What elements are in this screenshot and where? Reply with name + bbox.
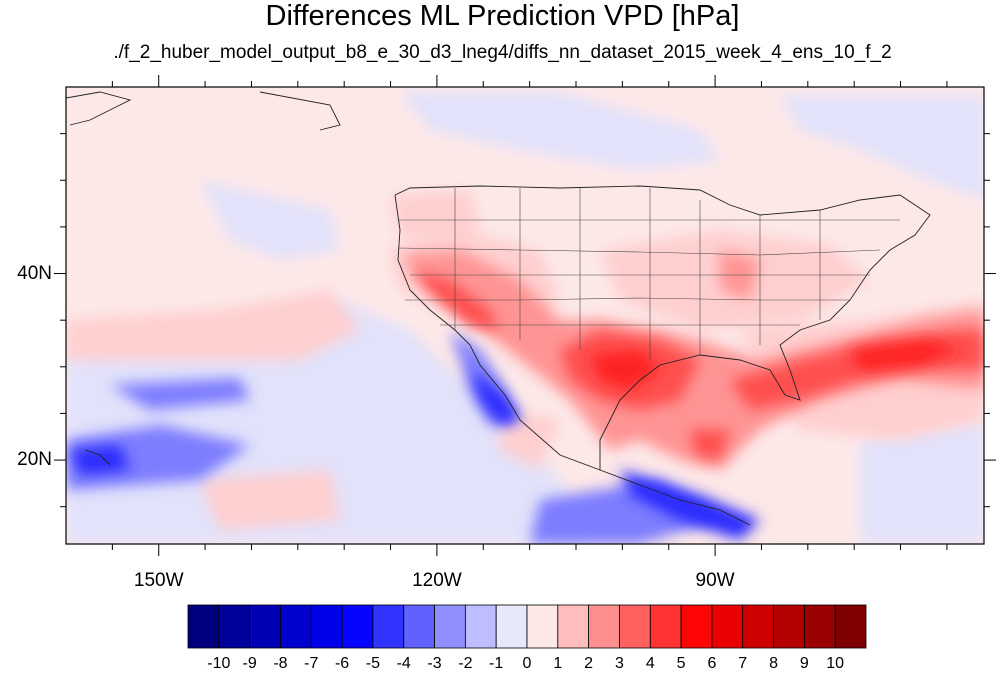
subtitle: ./f_2_huber_model_output_b8_e_30_d3_lneg… <box>113 42 892 63</box>
lon-label-150w: 150W <box>133 570 184 591</box>
colorbar-swatch <box>372 604 405 649</box>
colorbar-label: 3 <box>615 655 624 672</box>
colorbar-swatch <box>464 604 497 649</box>
colorbar-label: 2 <box>584 655 594 672</box>
colorbar-label: -10 <box>207 655 231 672</box>
colorbar-label: -5 <box>365 655 381 672</box>
colorbar-label: 10 <box>826 655 845 672</box>
colorbar-swatch <box>249 604 281 649</box>
colorbar-swatch <box>434 604 466 649</box>
colorbar-swatch <box>187 604 220 649</box>
map-frame <box>65 86 985 545</box>
colorbar-label: 4 <box>645 655 655 672</box>
colorbar-swatch <box>773 604 805 649</box>
coastlines <box>66 91 931 526</box>
colorbar-swatch <box>742 604 774 649</box>
colorbar-swatch <box>310 604 343 649</box>
lon-label-120w: 120W <box>412 570 462 591</box>
colorbar-label: 9 <box>799 655 809 672</box>
colorbar-swatch <box>619 604 651 649</box>
colorbar-swatch <box>803 604 836 649</box>
colorbar-label: -9 <box>242 655 257 672</box>
colorbar-swatch <box>218 604 251 649</box>
colorbar-swatch <box>495 604 528 649</box>
state-borders <box>397 188 900 360</box>
colorbar-swatch <box>588 604 620 649</box>
colorbar-swatch <box>649 604 682 649</box>
colorbar-swatch <box>526 604 559 649</box>
axis-ticks <box>54 75 996 556</box>
colorbar-label: -2 <box>458 655 473 672</box>
colorbar-label: 5 <box>676 655 686 672</box>
colorbar-label: -8 <box>273 655 288 672</box>
colorbar-swatch <box>403 604 435 649</box>
lon-label-90w: 90W <box>695 570 735 591</box>
page-title: Differences ML Prediction VPD [hPa] <box>265 0 740 32</box>
colorbar-label: -4 <box>396 655 411 672</box>
colorbar-label: -3 <box>427 655 442 672</box>
colorbar-swatch <box>680 604 713 649</box>
vpd-difference-field <box>66 87 984 544</box>
colorbar-label: 8 <box>769 655 778 672</box>
lat-label-20n: 20N <box>17 449 52 471</box>
colorbar-label: -6 <box>334 655 350 672</box>
lat-label-40n: 40N <box>17 262 52 284</box>
colorbar-swatch <box>341 604 374 649</box>
colorbar-label: 7 <box>738 655 748 672</box>
colorbar-swatch <box>280 604 312 649</box>
colorbar-swatch <box>557 604 590 649</box>
colorbar-swatch <box>711 604 744 649</box>
colorbar-label: -7 <box>304 655 319 672</box>
colorbar-label: 1 <box>553 655 563 672</box>
colorbar-swatch <box>834 604 867 649</box>
colorbar-label: -1 <box>489 655 504 672</box>
colorbar-label: 0 <box>522 655 532 672</box>
colorbar-label: 6 <box>707 655 717 672</box>
